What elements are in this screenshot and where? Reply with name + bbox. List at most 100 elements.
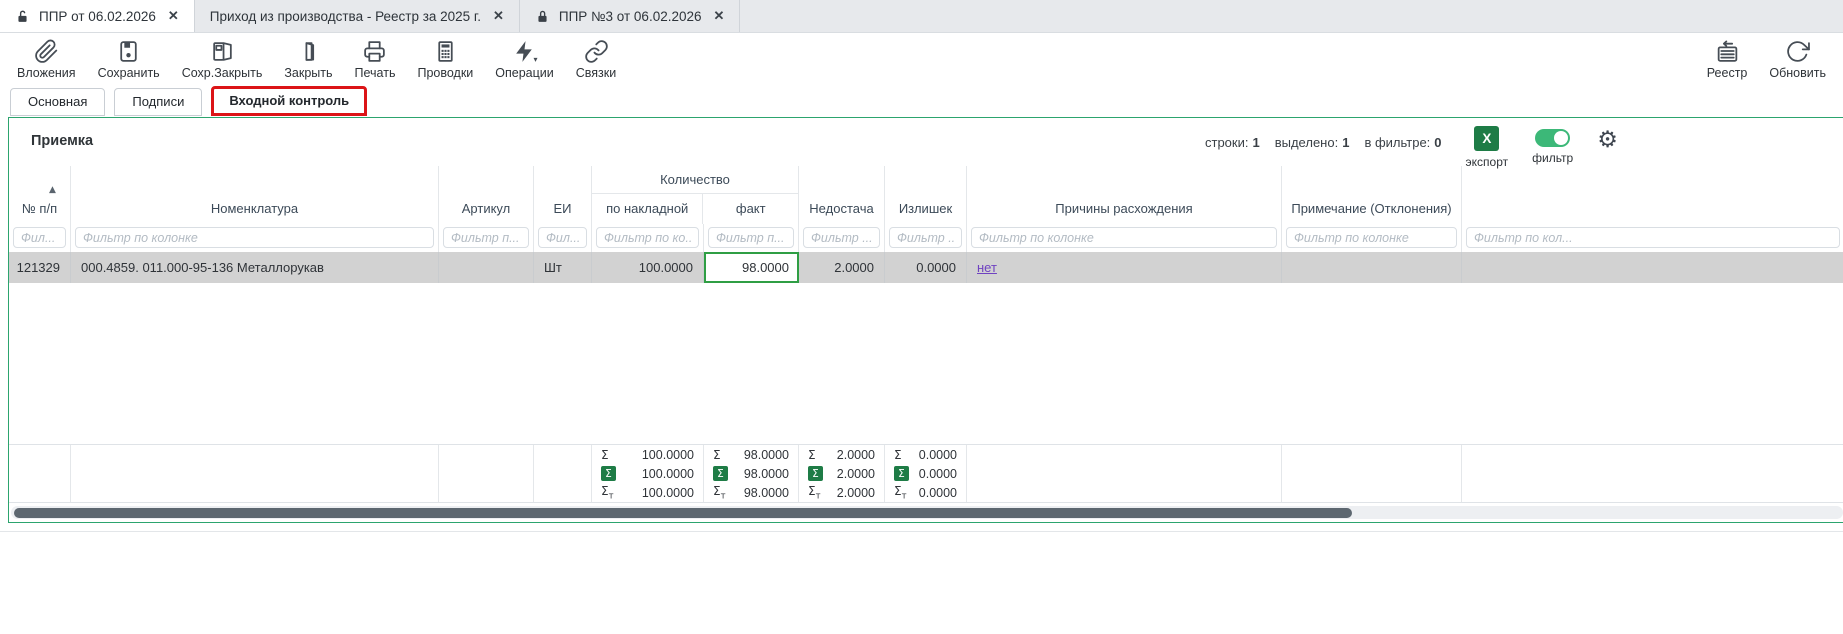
- scrollbar-thumb[interactable]: [14, 507, 1352, 518]
- registry-icon: [1717, 40, 1737, 62]
- postings-button[interactable]: Проводки: [406, 36, 484, 80]
- cell-num[interactable]: 121329: [9, 252, 71, 283]
- save-close-button[interactable]: Сохр.Закрыть: [171, 36, 274, 80]
- column-header-note[interactable]: Примечание (Отклонения): [1282, 166, 1462, 224]
- column-header-surplus[interactable]: Излишек: [885, 166, 967, 224]
- filter-input-shortage[interactable]: [803, 227, 880, 248]
- totals-row-selected-sum: Σ 100.0000 Σ 98.0000 Σ 2.0000 Σ 0.0000: [9, 464, 1843, 483]
- sort-asc-icon: ▲: [49, 185, 56, 195]
- filter-input-unit[interactable]: [538, 227, 587, 248]
- toolbar: Вложения Сохранить Сохр.Закрыть Закрыть …: [0, 33, 1843, 85]
- tab-input-control[interactable]: Входной контроль: [211, 86, 368, 116]
- save-button[interactable]: Сохранить: [87, 36, 171, 80]
- panel-title: Приемка: [31, 133, 94, 149]
- table-row[interactable]: 121329 000.4859. 011.000-95-136 Металлор…: [9, 252, 1843, 283]
- toolbar-left-group: Вложения Сохранить Сохр.Закрыть Закрыть …: [6, 36, 627, 85]
- sum-selected-icon: Σ: [601, 466, 616, 481]
- window-tab-label: ППР №3 от 06.02.2026: [558, 8, 702, 24]
- filter-toggle[interactable]: фильтр: [1532, 126, 1573, 165]
- lightning-icon: [515, 41, 532, 62]
- column-header-fact[interactable]: факт: [735, 201, 766, 216]
- acceptance-grid: ▲ № п/п Номенклатура Артикул ЕИ Количест…: [9, 166, 1843, 522]
- column-header-article[interactable]: Артикул: [439, 166, 534, 224]
- attachments-button[interactable]: Вложения: [6, 36, 87, 80]
- rows-stat: строки: 1: [1205, 135, 1260, 150]
- cell-extra[interactable]: [1462, 252, 1843, 283]
- sum-icon: Σ: [601, 447, 609, 462]
- total-fact: 98.0000: [743, 466, 789, 481]
- registry-button[interactable]: Реестр: [1696, 36, 1759, 80]
- column-header-extra[interactable]: [1462, 166, 1843, 224]
- printer-icon: [364, 41, 386, 62]
- total-surplus: 0.0000: [918, 485, 957, 500]
- reasons-link[interactable]: нет: [977, 260, 997, 275]
- cell-shortage[interactable]: 2.0000: [799, 252, 885, 283]
- cell-fact-selected[interactable]: 98.0000: [704, 252, 799, 283]
- cell-article[interactable]: [439, 252, 534, 283]
- operations-button[interactable]: ▾ Операции: [484, 36, 564, 80]
- sum-total-icon: Σт: [713, 483, 726, 502]
- column-header-shortage[interactable]: Недостача: [799, 166, 885, 224]
- button-label: Реестр: [1706, 66, 1748, 80]
- close-button[interactable]: Закрыть: [273, 36, 343, 80]
- save-close-icon: [212, 42, 232, 61]
- column-header-reasons[interactable]: Причины расхождения: [967, 166, 1282, 224]
- column-header-unit[interactable]: ЕИ: [534, 166, 592, 224]
- filter-input-by-invoice[interactable]: [596, 227, 699, 248]
- toggle-on-icon[interactable]: [1535, 129, 1571, 147]
- filter-input-note[interactable]: [1286, 227, 1457, 248]
- tab-signatures[interactable]: Подписи: [114, 88, 203, 116]
- totals-row-sum: Σ 100.0000 Σ 98.0000 Σ 2.0000 Σ 0.0000: [9, 445, 1843, 464]
- sum-selected-icon: Σ: [808, 466, 823, 481]
- excel-export-icon[interactable]: X: [1474, 126, 1500, 151]
- filter-input-surplus[interactable]: [889, 227, 962, 248]
- print-button[interactable]: Печать: [344, 36, 407, 80]
- page-divider: [0, 531, 1843, 532]
- close-icon[interactable]: ✕: [492, 8, 504, 23]
- cell-nomenclature[interactable]: 000.4859. 011.000-95-136 Металлорукав: [71, 252, 439, 283]
- filter-input-reasons[interactable]: [971, 227, 1277, 248]
- filter-input-nomenclature[interactable]: [75, 227, 434, 248]
- cell-reasons: нет: [967, 252, 1282, 283]
- totals-row-grand-sum: Σт 100.0000 Σт 98.0000 Σт 2.0000 Σт 0.0000: [9, 483, 1843, 502]
- paperclip-icon: [35, 39, 57, 63]
- tab-main[interactable]: Основная: [10, 88, 106, 116]
- window-tab-locked-document[interactable]: ППР №3 от 06.02.2026 ✕: [520, 0, 741, 32]
- filter-input-article[interactable]: [443, 227, 529, 248]
- export-button[interactable]: X экспорт: [1466, 126, 1508, 169]
- window-tab-label: ППР от 06.02.2026: [39, 8, 156, 24]
- cell-note[interactable]: [1282, 252, 1462, 283]
- filter-input-extra[interactable]: [1466, 227, 1840, 248]
- sum-icon: Σ: [894, 447, 902, 462]
- button-label: Проводки: [417, 66, 474, 80]
- save-icon: [120, 41, 137, 62]
- links-button[interactable]: Связки: [565, 36, 627, 80]
- refresh-button[interactable]: Обновить: [1758, 36, 1837, 80]
- grid-stats: строки: 1 выделено: 1 в фильтре: 0: [1205, 135, 1442, 150]
- filter-input-fact[interactable]: [708, 227, 794, 248]
- close-icon[interactable]: ✕: [167, 8, 179, 23]
- cell-surplus[interactable]: 0.0000: [885, 252, 967, 283]
- toolbar-right-group: Реестр Обновить: [1696, 36, 1837, 85]
- sum-icon: Σ: [808, 447, 816, 462]
- button-label: Закрыть: [284, 66, 333, 80]
- total-surplus: 0.0000: [918, 466, 957, 481]
- total-by-invoice: 100.0000: [641, 447, 694, 462]
- close-icon[interactable]: ✕: [713, 8, 725, 23]
- sum-selected-icon: Σ: [894, 466, 909, 481]
- gear-icon[interactable]: ⚙: [1597, 127, 1618, 153]
- window-tab-registry[interactable]: Приход из производства - Реестр за 2025 …: [195, 0, 520, 32]
- column-header-by-invoice[interactable]: по накладной: [592, 194, 704, 224]
- grid-header-row: ▲ № п/п Номенклатура Артикул ЕИ Количест…: [9, 166, 1843, 224]
- window-tab-bar: ППР от 06.02.2026 ✕ Приход из производст…: [0, 0, 1843, 33]
- column-header-nomenclature[interactable]: Номенклатура: [71, 166, 439, 224]
- window-tab-document[interactable]: ППР от 06.02.2026 ✕: [0, 0, 195, 32]
- cell-unit[interactable]: Шт: [534, 252, 592, 283]
- column-header-num[interactable]: ▲ № п/п: [9, 166, 71, 224]
- filter-input-num[interactable]: [13, 227, 66, 248]
- cell-by-invoice[interactable]: 100.0000: [592, 252, 704, 283]
- horizontal-scrollbar: [11, 506, 1843, 519]
- button-label: Обновить: [1769, 66, 1826, 80]
- sum-total-icon: Σт: [601, 483, 614, 502]
- total-shortage: 2.0000: [836, 466, 875, 481]
